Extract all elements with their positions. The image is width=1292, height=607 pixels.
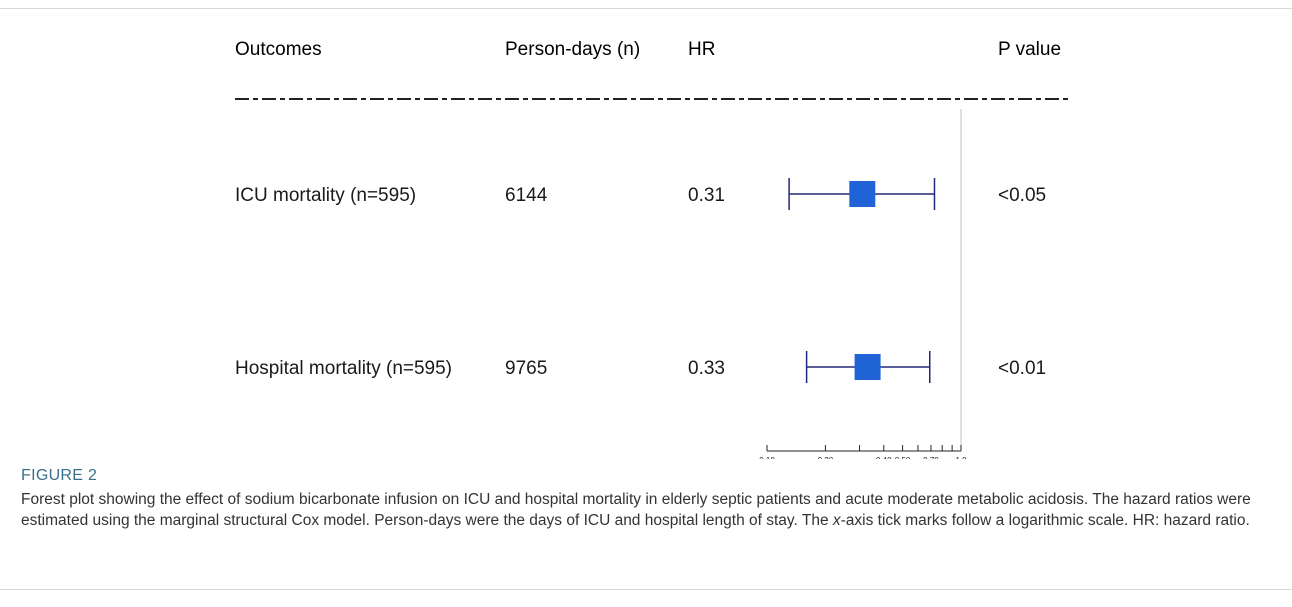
row-outcome-label: ICU mortality (n=595) xyxy=(235,185,416,206)
row-hr-value: 0.33 xyxy=(688,358,725,379)
x-tick-label: 0.10 xyxy=(759,456,775,459)
header-p-value: P value xyxy=(998,39,1061,60)
data-rows: ICU mortality (n=595) 6144 0.31 <0.05 Hospit… xyxy=(235,178,1046,383)
hr-point-box xyxy=(855,354,881,380)
figure-label: FIGURE 2 xyxy=(21,467,1271,485)
x-tick-label: 0.20 xyxy=(818,456,834,459)
forest-row: ICU mortality (n=595) 6144 0.31 <0.05 xyxy=(235,178,1046,210)
caption-text: Forest plot showing the effect of sodium… xyxy=(21,489,1271,531)
header-person-days: Person-days (n) xyxy=(505,39,640,60)
header-outcomes: Outcomes xyxy=(235,39,322,60)
caption-part-2: -axis tick marks follow a logarithmic sc… xyxy=(841,512,1250,529)
x-axis: 0.10 0.20 0.400.50 0.70 1.0 xyxy=(759,445,967,459)
figure-caption: FIGURE 2 Forest plot showing the effect … xyxy=(21,467,1271,531)
x-tick-label: 0.40 xyxy=(876,456,892,459)
forest-plot: Outcomes Person-days (n) HR P value ICU … xyxy=(0,9,1292,459)
forest-row: Hospital mortality (n=595) 9765 0.33 <0.01 xyxy=(235,351,1046,383)
row-outcome-label: Hospital mortality (n=595) xyxy=(235,358,452,379)
row-hr-value: 0.31 xyxy=(688,185,725,206)
row-person-days: 9765 xyxy=(505,358,547,379)
row-person-days: 6144 xyxy=(505,185,548,206)
figure-frame: Outcomes Person-days (n) HR P value ICU … xyxy=(0,8,1292,590)
header-hr: HR xyxy=(688,39,715,60)
header-row: Outcomes Person-days (n) HR P value xyxy=(235,39,1061,60)
hr-point-box xyxy=(849,181,875,207)
row-p-value: <0.05 xyxy=(998,185,1046,206)
row-p-value: <0.01 xyxy=(998,358,1046,379)
x-tick-label: 0.70 xyxy=(923,456,939,459)
x-tick-label: 1.0 xyxy=(955,456,967,459)
x-tick-label: 0.50 xyxy=(895,456,911,459)
caption-x-italic: x xyxy=(833,512,841,529)
